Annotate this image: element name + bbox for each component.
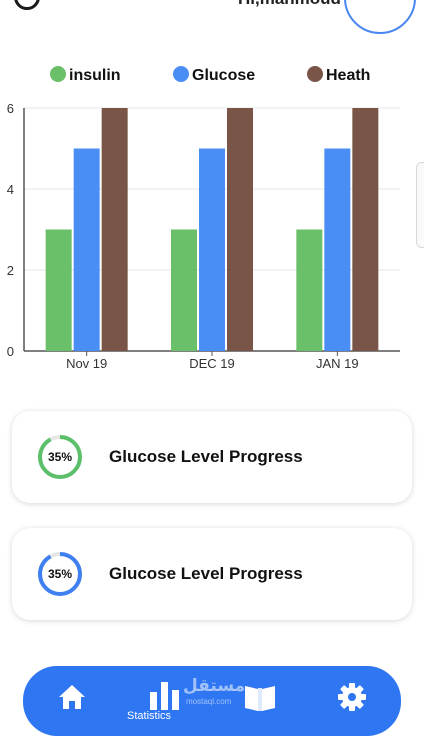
progress-percent: 35%	[48, 567, 72, 581]
home-icon[interactable]	[57, 682, 87, 710]
y-tick-label: 0	[7, 344, 14, 359]
progress-ring-arc	[38, 552, 82, 596]
bar-insulin	[296, 229, 323, 351]
chart-legend: insulin Glucose Heath	[50, 66, 370, 84]
bar-heath	[101, 108, 128, 351]
progress-ring-arc	[38, 435, 82, 479]
x-tick-label: Nov 19	[66, 356, 107, 371]
chart-bars	[45, 108, 379, 351]
watermark-url: mostaql.com	[186, 697, 232, 706]
card-title: Glucose Level Progress	[109, 564, 303, 583]
bar-chart: insulin Glucose Heath 0 2 4 6 Nov 19 DEC 19 JAN…	[7, 66, 400, 371]
avatar[interactable]	[344, 0, 416, 34]
gear-icon[interactable]	[337, 682, 367, 712]
legend-label-insulin: insulin	[69, 67, 121, 84]
watermark-logo: مستقل	[183, 676, 246, 695]
menu-icon[interactable]	[14, 0, 40, 10]
card-title: Glucose Level Progress	[109, 447, 303, 466]
side-drawer-handle[interactable]	[416, 162, 424, 248]
y-axis-ticks: 0 2 4 6	[7, 101, 14, 359]
bar-insulin	[45, 229, 72, 351]
glucose-progress-card-blue[interactable]: 35% Glucose Level Progress	[12, 528, 412, 620]
legend-swatch-heath	[307, 66, 323, 82]
bar-glucose	[73, 148, 100, 351]
bar-chart-icon[interactable]	[148, 682, 182, 710]
progress-ring: 35%	[38, 435, 82, 479]
y-tick-label: 2	[7, 263, 14, 278]
bar-glucose	[324, 148, 351, 351]
legend-label-heath: Heath	[326, 67, 370, 84]
bar-glucose	[199, 148, 225, 351]
x-tick-label: DEC 19	[189, 356, 235, 371]
bar-heath	[352, 108, 379, 351]
progress-ring: 35%	[38, 552, 82, 596]
nav-label-statistics[interactable]: Statistics	[127, 710, 172, 722]
bar-heath	[227, 108, 253, 351]
y-tick-label: 6	[7, 101, 14, 116]
book-icon[interactable]	[243, 682, 277, 712]
legend-swatch-glucose	[173, 66, 189, 82]
legend-swatch-insulin	[50, 66, 66, 82]
x-tick-label: JAN 19	[316, 356, 359, 371]
bar-insulin	[171, 229, 197, 351]
x-axis-ticks: Nov 19 DEC 19 JAN 19	[66, 351, 359, 371]
progress-percent: 35%	[48, 450, 72, 464]
y-tick-label: 4	[7, 182, 14, 197]
legend-label-glucose: Glucose	[192, 67, 255, 84]
greeting-text: Hi,mahmoud	[238, 0, 341, 9]
glucose-progress-card-green[interactable]: 35% Glucose Level Progress	[12, 411, 412, 503]
